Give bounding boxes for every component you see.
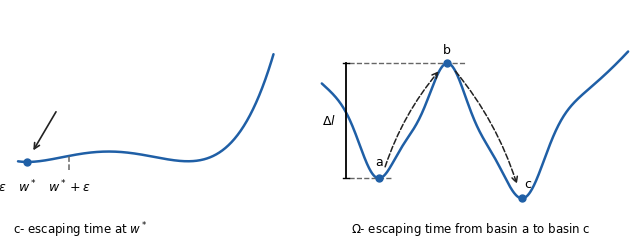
Text: a: a — [375, 156, 383, 169]
Text: c: c — [524, 178, 531, 191]
Text: b: b — [444, 44, 451, 57]
Text: $\Delta l$: $\Delta l$ — [322, 114, 336, 128]
Text: c- escaping time at $w^*$: c- escaping time at $w^*$ — [13, 221, 147, 240]
Text: $w^* - \epsilon$: $w^* - \epsilon$ — [0, 179, 6, 196]
Text: $\Omega$- escaping time from basin a to basin c: $\Omega$- escaping time from basin a to … — [351, 221, 590, 238]
Text: $w^*$: $w^*$ — [18, 179, 36, 196]
Text: $w^* + \epsilon$: $w^* + \epsilon$ — [48, 179, 90, 196]
